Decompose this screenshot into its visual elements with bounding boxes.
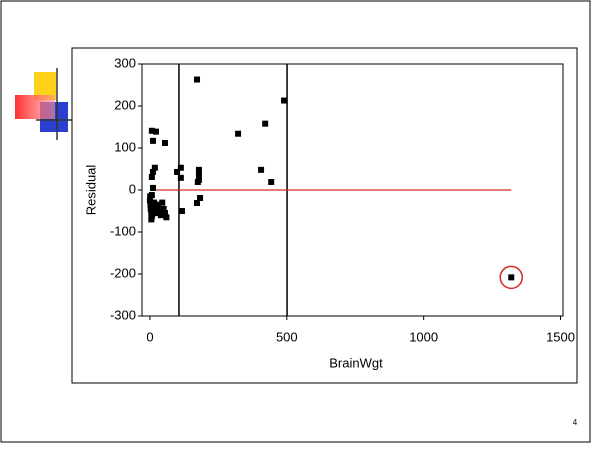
x-tick-label: 1500 <box>546 329 575 344</box>
point <box>156 207 163 214</box>
point <box>148 127 155 134</box>
point <box>177 174 184 181</box>
point <box>149 212 156 219</box>
point <box>157 212 164 219</box>
highlight-circle <box>499 265 524 290</box>
point <box>146 197 153 204</box>
chart-frame <box>71 47 578 384</box>
point <box>152 210 159 217</box>
point <box>177 164 184 171</box>
point <box>194 179 201 186</box>
point <box>258 166 265 173</box>
x-tick-label: 1000 <box>409 329 438 344</box>
x-tick-label: 500 <box>276 329 298 344</box>
point <box>151 205 158 212</box>
point <box>195 171 202 178</box>
y-tick-label: -100 <box>110 223 136 238</box>
y-tick-label: 0 <box>129 181 136 196</box>
point <box>194 76 201 83</box>
x-axis-label: BrainWgt <box>329 355 383 370</box>
point <box>152 128 159 135</box>
point <box>194 200 201 207</box>
point <box>149 168 156 175</box>
point <box>197 194 204 201</box>
point <box>508 274 515 281</box>
y-tick-label: 200 <box>114 97 136 112</box>
point <box>262 120 269 127</box>
point <box>148 173 155 180</box>
point <box>163 214 170 221</box>
point <box>174 168 181 175</box>
decoration <box>15 68 72 140</box>
y-axis-label: Residual <box>83 165 98 216</box>
y-tick-label: -300 <box>110 307 136 322</box>
point <box>281 97 288 104</box>
point <box>147 193 154 200</box>
point <box>161 210 168 217</box>
point <box>268 179 275 186</box>
point <box>155 203 162 210</box>
point <box>149 184 156 191</box>
point <box>151 164 158 171</box>
point <box>149 137 156 144</box>
y-tick-label: -200 <box>110 265 136 280</box>
point <box>148 216 155 223</box>
y-tick-label: 300 <box>114 55 136 70</box>
point <box>159 199 166 206</box>
point <box>161 139 168 146</box>
point <box>195 166 202 173</box>
y-tick-label: 100 <box>114 139 136 154</box>
page-number: 4 <box>573 418 578 427</box>
x-tick-label: 0 <box>146 329 153 344</box>
point <box>235 130 242 137</box>
point <box>160 205 167 212</box>
point <box>178 208 185 214</box>
